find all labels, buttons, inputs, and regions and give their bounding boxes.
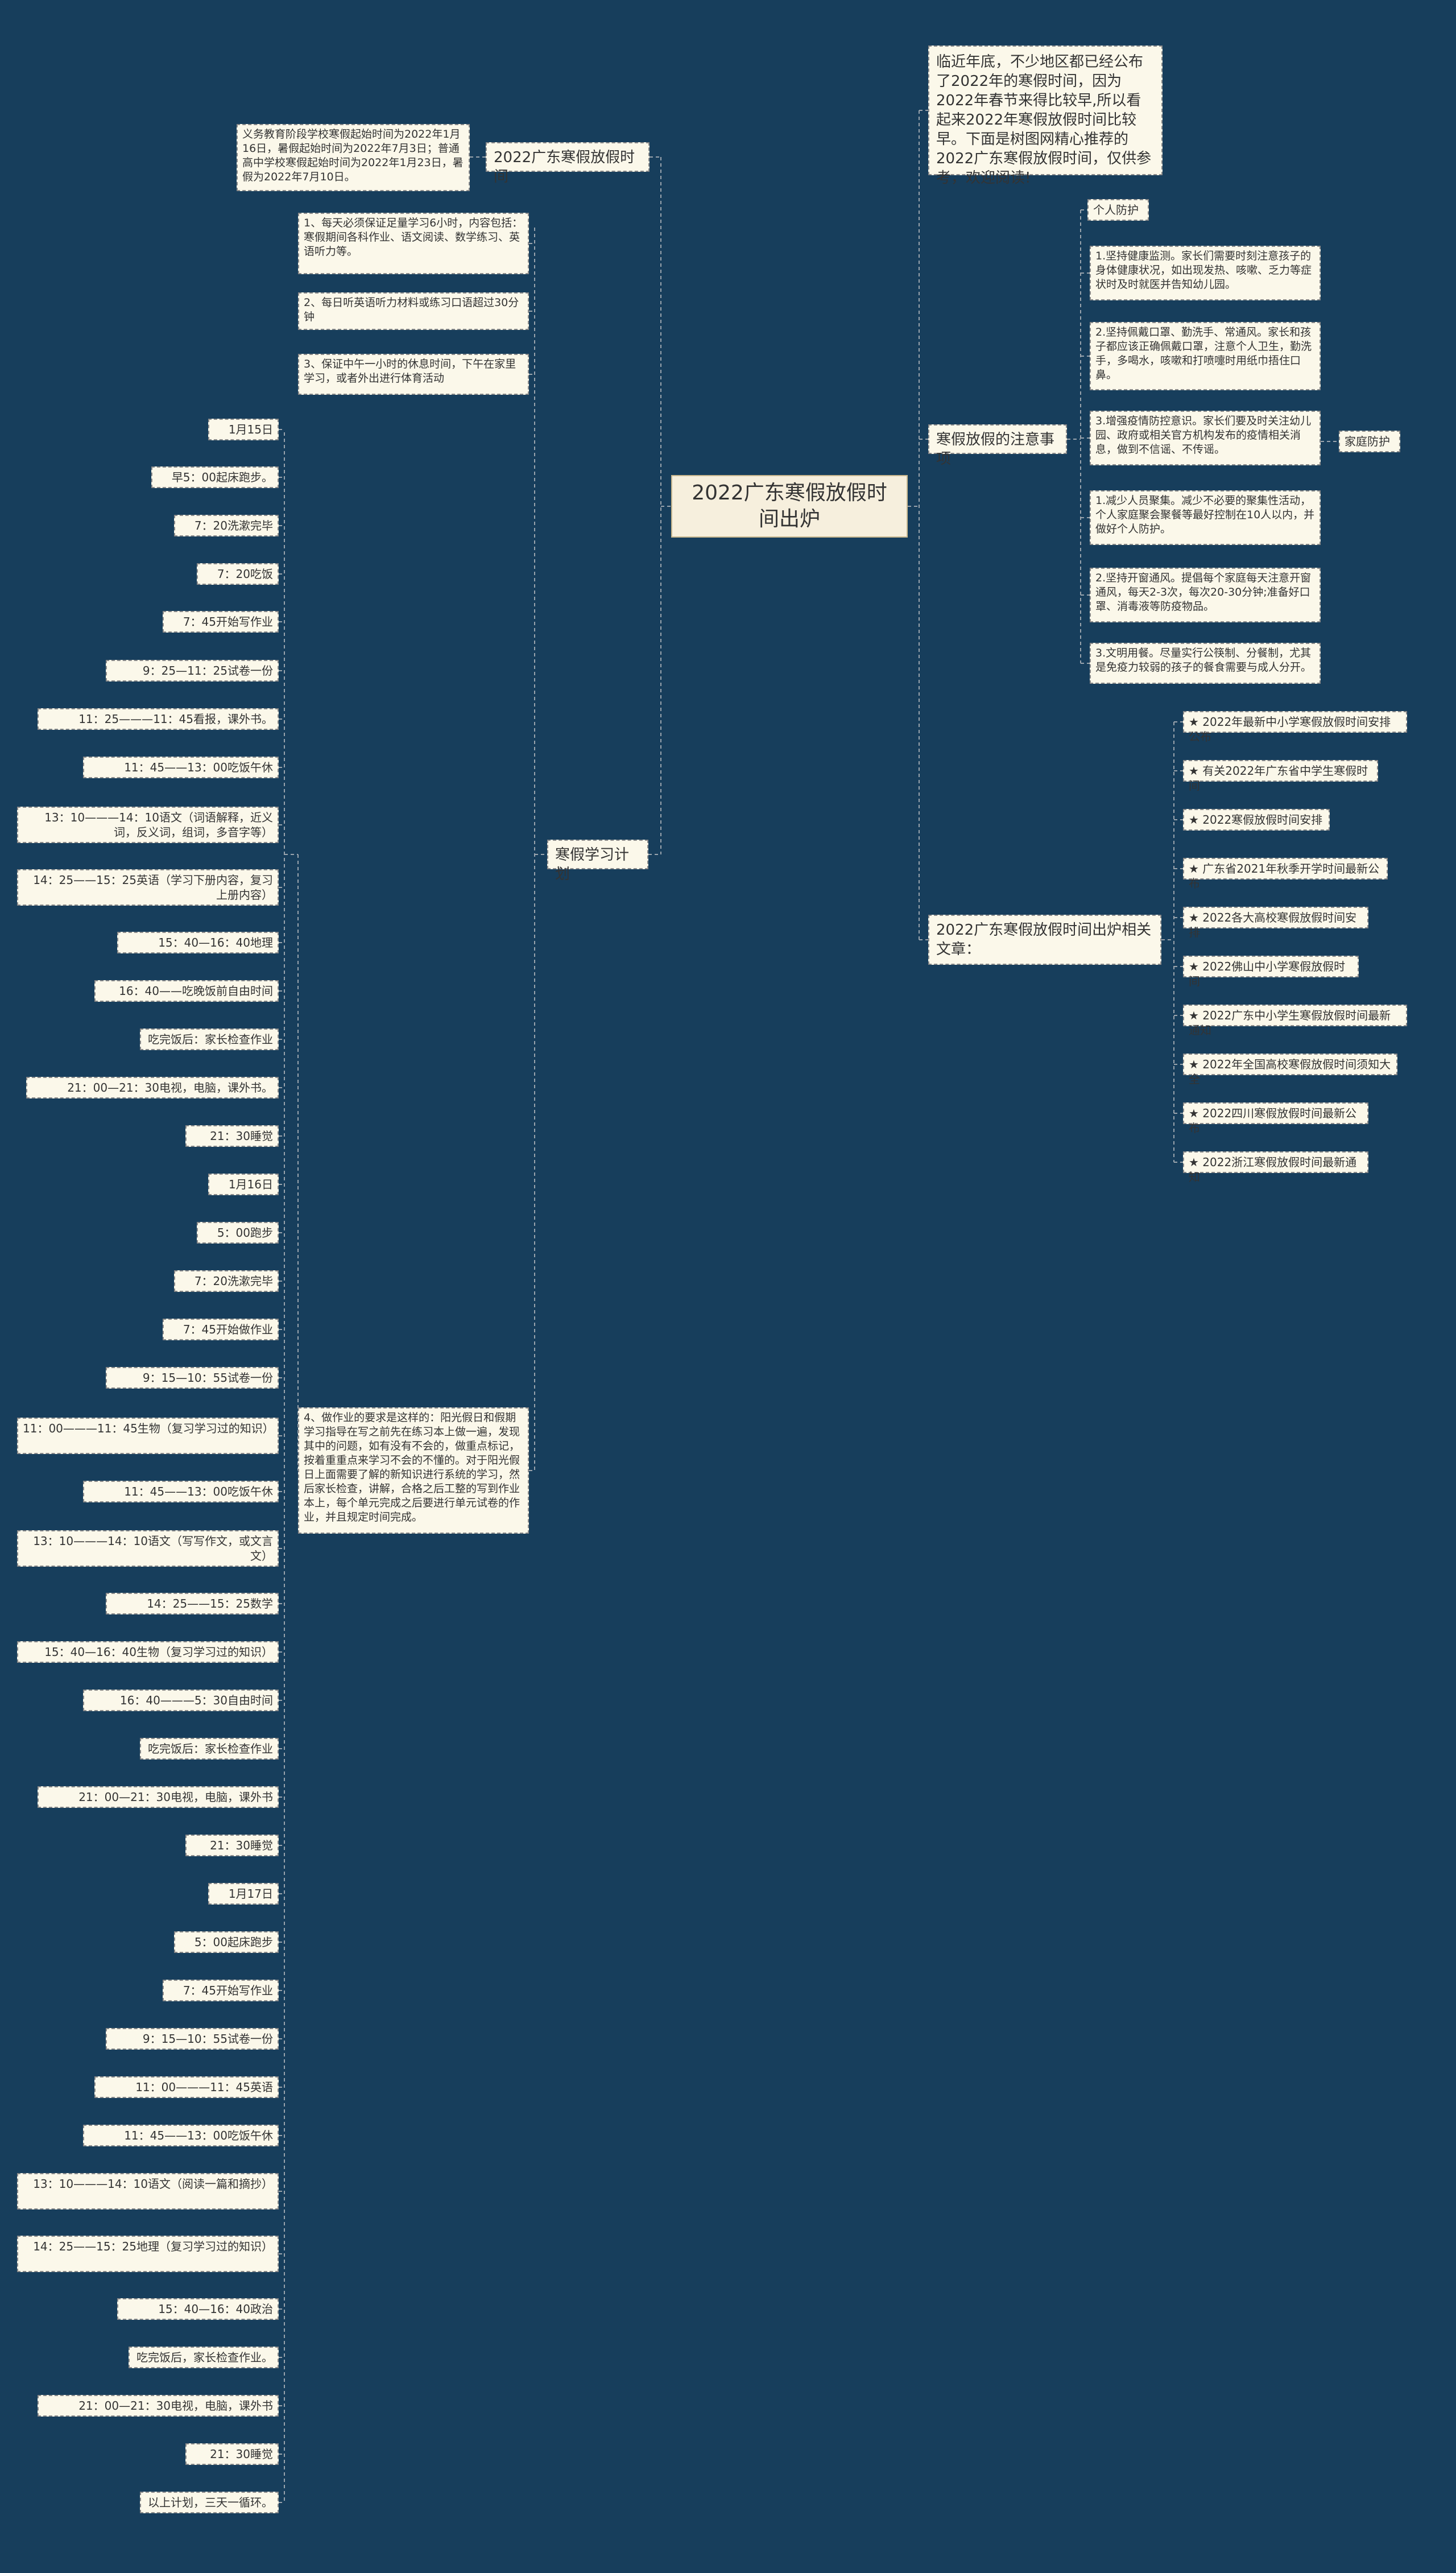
schedule-item[interactable]: 13：10———14：10语文（阅读一篇和摘抄） [17,2173,279,2209]
schedule-item[interactable]: 15：40—16：40政治 [117,2298,279,2320]
note-item[interactable]: 1.坚持健康监测。家长们需要时刻注意孩子的身体健康状况，如出现发热、咳嗽、乏力等… [1090,246,1321,300]
schedule-item[interactable]: 15：40—16：40生物（复习学习过的知识） [17,1641,279,1663]
schedule-item[interactable]: 9：25—11：25试卷一份 [106,660,279,682]
related-article-link[interactable]: ★ 2022四川寒假放假时间最新公布 [1183,1102,1368,1135]
schedule-item[interactable]: 吃完饭后，家长检查作业。 [129,2347,279,2368]
schedule-item[interactable]: 16：40——吃晚饭前自由时间 [94,980,279,1002]
schedule-item[interactable]: 14：25——15：25数学 [106,1593,279,1614]
schedule-item[interactable]: 9：15—10：55试卷一份 [106,2028,279,2050]
schedule-item[interactable]: 21：00—21：30电视，电脑，课外书。 [26,1077,279,1098]
schedule-item[interactable]: 早5：00起床跑步。 [151,466,279,488]
schedule-item[interactable]: 11：00———11：45英语 [94,2076,279,2098]
intro-paragraph: 临近年底，不少地区都已经公布了2022年的寒假时间，因为2022年春节来得比较早… [928,46,1163,187]
related-article-link[interactable]: ★ 2022年全国高校寒假放假时间须知大全 [1183,1054,1397,1086]
related-article-link[interactable]: ★ 2022广东中小学生寒假放假时间最新通知 [1183,1005,1407,1037]
related-article-link[interactable]: ★ 2022佛山中小学寒假放假时间 [1183,956,1359,988]
note-item[interactable]: 1.减少人员聚集。减少不必要的聚集性活动，个人家庭聚会聚餐等最好控制在10人以内… [1090,490,1321,545]
schedule-item[interactable]: 1月17日 [208,1883,279,1905]
schedule-item[interactable]: 7：45开始做作业 [163,1319,279,1340]
notes-branch[interactable]: 寒假放假的注意事项 [928,424,1067,468]
schedule-item[interactable]: 21：30睡觉 [185,2443,279,2465]
schedule-item[interactable]: 9：15—10：55试卷一份 [106,1367,279,1389]
schedule-item[interactable]: 以上计划，三天一循环。 [140,2492,279,2513]
note-item[interactable]: 3.增强疫情防控意识。家长们要及时关注幼儿园、政府或相关官方机构发布的疫情相关消… [1090,411,1321,465]
study-point[interactable]: 1、每天必须保证足量学习6小时，内容包括：寒假期间各科作业、语文阅读、数学练习、… [298,213,529,274]
related-article-link[interactable]: ★ 2022寒假放假时间安排 [1183,809,1330,831]
personal-protection-label[interactable]: 个人防护 [1087,199,1149,221]
schedule-item[interactable]: 11：45——13：00吃饭午休 [83,757,279,778]
schedule-item[interactable]: 11：45——13：00吃饭午休 [83,2125,279,2146]
related-article-link[interactable]: ★ 有关2022年广东省中学生寒假时间 [1183,760,1378,792]
schedule-item[interactable]: 1月15日 [208,419,279,440]
note-item[interactable]: 2.坚持开窗通风。提倡每个家庭每天注意开窗通风，每天2-3次，每次20-30分钟… [1090,568,1321,622]
schedule-item[interactable]: 5：00跑步 [197,1222,279,1244]
schedule-item[interactable]: 21：30睡觉 [185,1125,279,1147]
family-protection-label[interactable]: 家庭防护 [1339,431,1400,452]
schedule-item[interactable]: 16：40———5：30自由时间 [83,1690,279,1711]
schedule-item[interactable]: 7：20吃饭 [197,563,279,585]
schedule-item[interactable]: 5：00起床跑步 [174,1931,279,1953]
related-article-link[interactable]: ★ 2022年最新中小学寒假放假时间安排公布 [1183,711,1407,744]
schedule-item[interactable]: 11：45——13：00吃饭午休 [83,1481,279,1502]
schedule-item[interactable]: 21：30睡觉 [185,1835,279,1856]
related-article-link[interactable]: ★ 2022各大高校寒假放假时间安排 [1183,907,1368,939]
study-plan-branch[interactable]: 寒假学习计划 [547,840,648,883]
schedule-item[interactable]: 吃完饭后：家长检查作业 [140,1029,279,1050]
schedule-item[interactable]: 7：20洗漱完毕 [174,515,279,536]
schedule-item[interactable]: 1月16日 [208,1174,279,1195]
holiday-time-detail: 义务教育阶段学校寒假起始时间为2022年1月16日，暑假起始时间为2022年7月… [237,124,470,191]
note-item[interactable]: 2.坚持佩戴口罩、勤洗手、常通风。家长和孩子都应该正确佩戴口罩，注意个人卫生，勤… [1090,322,1321,390]
schedule-item[interactable]: 11：25———11：45看报，课外书。 [38,708,279,730]
schedule-item[interactable]: 13：10———14：10语文（写写作文，或文言文） [17,1530,279,1567]
schedule-item[interactable]: 7：45开始写作业 [163,1980,279,2001]
schedule-item[interactable]: 吃完饭后：家长检查作业 [140,1738,279,1760]
schedule-item[interactable]: 14：25——15：25地理（复习学习过的知识） [17,2236,279,2272]
study-point[interactable]: 2、每日听英语听力材料或练习口语超过30分钟 [298,292,529,330]
study-point[interactable]: 3、保证中午一小时的休息时间，下午在家里学习，或者外出进行体育活动 [298,354,529,395]
schedule-item[interactable]: 14：25——15：25英语（学习下册内容，复习上册内容） [17,869,279,906]
central-topic[interactable]: 2022广东寒假放假时间出炉 [671,475,908,538]
study-point[interactable]: 4、做作业的要求是这样的：阳光假日和假期学习指导在写之前先在练习本上做一遍，发现… [298,1407,529,1534]
schedule-item[interactable]: 21：00—21：30电视，电脑，课外书 [38,1786,279,1808]
schedule-item[interactable]: 7：45开始写作业 [163,611,279,633]
related-article-link[interactable]: ★ 广东省2021年秋季开学时间最新公布 [1183,858,1388,890]
schedule-item[interactable]: 11：00———11：45生物（复习学习过的知识） [17,1418,279,1454]
schedule-item[interactable]: 13：10———14：10语文（词语解释，近义词，反义词，组词，多音字等） [17,807,279,843]
schedule-item[interactable]: 15：40—16：40地理 [117,932,279,953]
related-articles-branch[interactable]: 2022广东寒假放假时间出炉相关文章： [928,915,1161,965]
note-item[interactable]: 3.文明用餐。尽量实行公筷制、分餐制，尤其是免疫力较弱的孩子的餐食需要与成人分开… [1090,643,1321,684]
schedule-item[interactable]: 21：00—21：30电视，电脑，课外书 [38,2395,279,2417]
related-article-link[interactable]: ★ 2022浙江寒假放假时间最新通知 [1183,1151,1368,1184]
schedule-item[interactable]: 7：20洗漱完毕 [174,1270,279,1292]
holiday-time-branch[interactable]: 2022广东寒假放假时间 [486,142,650,185]
